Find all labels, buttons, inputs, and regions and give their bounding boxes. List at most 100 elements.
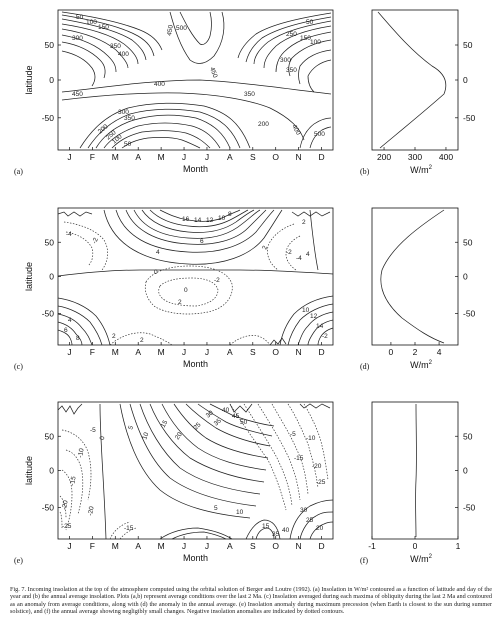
contour-label: -10 [77,448,86,459]
flux-tick-label: 4 [437,347,442,357]
contour-label: 6 [64,327,68,334]
contour-label: 25 [306,517,314,524]
flux-tick-label: 300 [408,152,422,162]
panel-b [371,9,459,151]
month-label: O [272,347,279,357]
panel-c-contours [57,209,334,346]
x-axis-title: Month [183,359,208,369]
panel-tag: (d) [360,362,370,371]
month-label: D [318,347,324,357]
panel-a-contour-labels: 50 100 150 300 350 400 450 500 450 250 1… [72,14,325,148]
panel-c-frame [57,207,334,346]
month-label: M [158,347,165,357]
contour-label: 40 [222,407,230,414]
month-label: A [227,152,233,162]
contour-label: 4 [156,249,160,256]
month-label: M [158,541,165,551]
figure-caption: Fig. 7. Incoming insolation at the top o… [10,586,492,616]
panel-c: 16 14 12 10 8 6 4 2 0 -2 -4 2 4 -2 -4 -2… [57,207,334,346]
contour-label: -15 [69,476,78,487]
contour-label: 15 [262,523,270,530]
month-label: S [250,347,256,357]
flux-unit-label: W/m2 [410,165,433,175]
contour-label: 10 [236,509,244,516]
contour-label: 450 [208,66,218,79]
panel-d-frame [371,207,459,346]
contour-label: 2 [140,337,144,344]
latitude-tick-label: 50 [463,431,473,441]
month-label: J [182,347,186,357]
contour-label: 400 [118,51,129,58]
contour-label: 350 [124,115,135,122]
panel-d-curve [380,209,445,344]
month-label: F [90,152,95,162]
month-label: N [296,541,302,551]
panel-f [371,401,459,540]
latitude-tick-label: 0 [49,466,54,476]
contour-label: 15 [160,419,170,429]
latitude-tick-label: -50 [42,502,55,512]
flux-tick-label: 200 [377,152,391,162]
contour-label: 0 [154,269,158,276]
contour-label: 20 [174,431,184,441]
latitude-tick-label: -50 [463,308,476,318]
contour-label: 14 [316,323,324,330]
y-axis-title: latitude [24,456,34,485]
latitude-tick-label: -50 [42,113,55,123]
contour-label: 400 [290,124,302,137]
contour-label: 8 [228,211,232,218]
latitude-tick-label: 0 [463,75,468,85]
latitude-tick-label: 50 [463,237,473,247]
contour-label: -20 [87,506,96,517]
contour-label: 400 [154,81,165,88]
flux-tick-label: 0 [413,541,418,551]
contour-label: -2 [91,236,100,244]
month-label: M [112,541,119,551]
contour-label: 4 [68,317,72,324]
flux-tick-label: -1 [368,541,376,551]
contour-label: -20 [312,463,322,470]
flux-tick-label: 2 [413,347,418,357]
x-axis-title: Month [183,553,208,563]
panel-e-contours [57,403,334,540]
flux-tick-label: 0 [389,347,394,357]
contour-label: 0 [184,287,188,294]
contour-label: 10 [302,307,310,314]
contour-label: -10 [306,435,316,442]
contour-label: 10 [218,215,226,222]
contour-label: 300 [118,109,129,116]
x-axis-title: Month [183,164,208,174]
contour-label: 350 [244,91,255,98]
latitude-tick-label: 0 [463,466,468,476]
contour-label: -20 [61,500,70,511]
panel-c-contour-labels: 16 14 12 10 8 6 4 2 0 -2 -4 2 4 -2 -4 -2… [64,211,328,344]
contour-label: 200 [258,121,269,128]
panel-f-curve [415,403,417,538]
contour-label: 16 [182,216,190,223]
contour-label: 45 [232,413,240,420]
contour-label: -15 [124,525,134,532]
month-label: A [227,347,233,357]
month-label: A [135,347,141,357]
latitude-tick-label: 0 [49,75,54,85]
contour-label: -5 [290,431,296,438]
contour-label: -25 [62,523,72,530]
contour-label: 450 [72,91,83,98]
contour-label: 2 [112,333,116,340]
month-label: D [318,541,324,551]
latitude-tick-label: 0 [49,272,54,282]
latitude-tick-label: 50 [463,40,473,50]
contour-label: 50 [306,19,314,26]
month-label: J [67,541,71,551]
month-label: N [296,152,302,162]
month-label: J [205,347,209,357]
y-axis-title: latitude [24,262,34,291]
month-label: A [135,152,141,162]
contour-label: 150 [300,35,311,42]
contour-label: 2 [178,299,182,306]
panel-e: -5 -10 -15 -20 -25 0 5 10 15 20 25 30 35… [57,401,334,540]
month-label: A [135,541,141,551]
contour-label: 350 [286,67,297,74]
y-axis-title: latitude [24,65,34,94]
contour-label: 0 [99,436,106,441]
